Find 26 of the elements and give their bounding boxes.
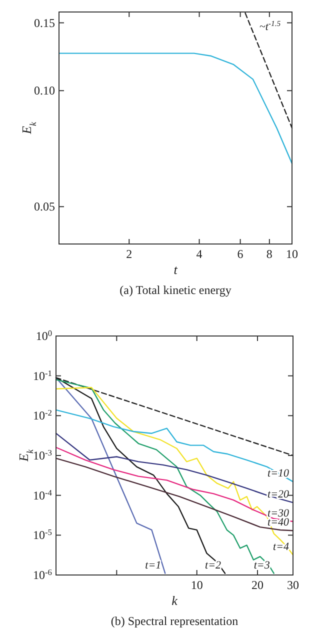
y-tick-label: 10$^{-1}$ (33, 368, 52, 383)
x-tick-label: 8 (266, 247, 272, 261)
text: (b) Spectral representation (110, 614, 238, 628)
annotation: ~t$^{-1.5}$ (259, 18, 281, 33)
x-tick-label: 4 (196, 247, 202, 261)
x-tick-label: 2 (126, 247, 132, 261)
y-tick-label: 10$^{-5}$ (33, 528, 52, 542)
x-tick-label: 20 (252, 578, 264, 592)
y-tick-label: 10$^{-4}$ (33, 488, 53, 502)
x-tick-label: 6 (237, 247, 244, 261)
y-tick-label: 0.10 (34, 84, 55, 98)
series-label: t=3 (254, 559, 270, 572)
x-tick-label: 10 (190, 578, 203, 592)
y-tick-label: 0.05 (34, 200, 55, 214)
series-label: t=1 (145, 559, 162, 572)
x-tick-label: 10 (286, 247, 298, 261)
x-axis-title: t (174, 262, 178, 277)
y-tick-label: 10$^{-3}$ (33, 448, 52, 462)
y-tick-label: 10$^{0}$ (36, 328, 52, 343)
y-tick-label: 10$^{-6}$ (33, 568, 52, 582)
y-tick-label: 0.15 (34, 16, 55, 30)
y-tick-label: 10$^{-2}$ (33, 408, 52, 423)
x-tick-label: 30 (287, 578, 299, 592)
text: (a) Total kinetic energy (120, 283, 232, 297)
series-label: t=20 (268, 488, 290, 501)
x-axis-title: k (172, 593, 178, 608)
